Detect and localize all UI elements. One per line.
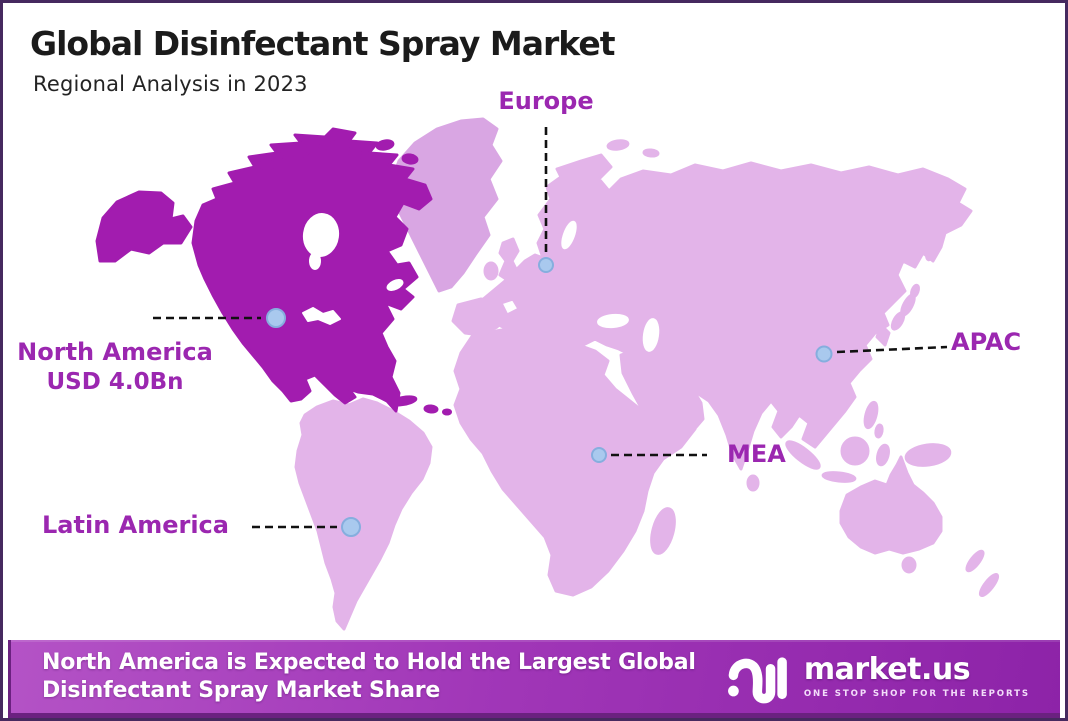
mea-marker-dot: [591, 447, 607, 463]
label-europe: Europe: [498, 87, 594, 115]
marketus-tagline: ONE STOP SHOP FOR THE REPORTS: [803, 688, 1030, 699]
madagascar-region: [650, 507, 676, 555]
marker-dots: [266, 257, 833, 537]
south-america-region: [294, 397, 433, 631]
greenland-region: [389, 117, 503, 293]
banner-line-2: Disinfectant Spray Market Share: [42, 677, 441, 703]
north-america-value: USD 4.0Bn: [46, 369, 184, 395]
label-apac: APAC: [951, 328, 1022, 356]
other-continents: [294, 139, 1000, 631]
header: Global Disinfectant Spray Market Regiona…: [30, 24, 616, 97]
australia-region: [839, 455, 943, 555]
marketus-logo-text: market.us ONE STOP SHOP FOR THE REPORTS: [803, 651, 1030, 699]
north-america-marker-dot: [266, 308, 286, 328]
leader-lines: [153, 127, 948, 529]
page-subtitle: Regional Analysis in 2023: [33, 72, 308, 96]
marketus-logo-icon: [727, 656, 787, 703]
inland-water: [302, 213, 660, 352]
label-latin-america: Latin America: [42, 511, 229, 539]
apac-leader-line: [836, 345, 948, 354]
banner-line-1: North America is Expected to Hold the La…: [42, 649, 696, 675]
latin-america-marker-dot: [341, 517, 361, 537]
arabia-region: [619, 345, 705, 441]
bottom-banner: North America is Expected to Hold the La…: [8, 640, 1060, 713]
label-north-america: North America USD 4.0Bn: [11, 339, 219, 396]
banner-bottom-edge: [8, 713, 1060, 718]
apac-marker-dot: [815, 345, 833, 363]
uk-region: [498, 237, 520, 283]
banner-headline: North America is Expected to Hold the La…: [8, 649, 696, 705]
africa-region: [453, 327, 697, 597]
page-title: Global Disinfectant Spray Market: [30, 24, 616, 63]
north-america-region: [95, 127, 452, 416]
europe-marker-dot: [538, 257, 554, 273]
marketus-logo: market.us ONE STOP SHOP FOR THE REPORTS: [726, 648, 1060, 706]
world-map: [95, 117, 1000, 631]
label-mea: MEA: [727, 440, 786, 468]
north-america-name: North America: [17, 338, 213, 366]
marketus-brand: market.us: [803, 651, 971, 687]
